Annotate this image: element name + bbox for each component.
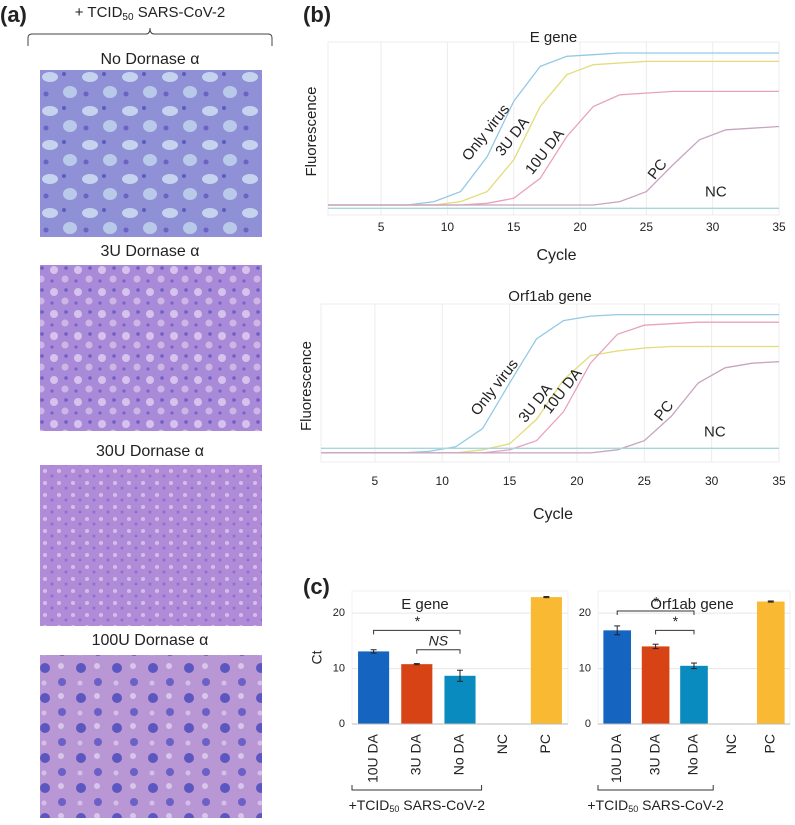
x-tick-label: 10U DA	[364, 733, 380, 783]
curve-label: NC	[704, 423, 726, 440]
panel-label: (c)	[303, 574, 330, 599]
image-caption: 100U Dornase α	[92, 632, 209, 649]
x-tick-label: 3U DA	[646, 733, 662, 775]
image-caption: 30U Dornase α	[96, 443, 204, 460]
x-tick-label: 35	[772, 474, 786, 488]
x-tick-label: No DA	[451, 733, 467, 775]
y-axis-label: Ct	[309, 650, 325, 664]
x-tick-label: 25	[638, 474, 652, 488]
significance-bracket	[416, 649, 461, 654]
bar	[756, 601, 785, 724]
panel-a-header: + TCID50 SARS-CoV-2	[75, 4, 225, 23]
image-caption: 3U Dornase α	[100, 243, 199, 260]
x-tick-label: 5	[378, 220, 385, 234]
x-tick-label: 10	[436, 474, 450, 488]
x-tick-label: No DA	[685, 733, 701, 775]
micrograph	[40, 465, 262, 626]
x-tick-label: PC	[762, 734, 778, 753]
x-axis-label: Cycle	[533, 506, 573, 523]
significance-label: *	[414, 613, 420, 629]
fluorescence-curve	[328, 125, 780, 206]
error-bar	[413, 663, 420, 666]
header-bracket	[27, 27, 273, 46]
y-tick-label: 20	[333, 607, 345, 619]
group-bracket	[597, 785, 714, 791]
curve-label: PC	[645, 156, 671, 183]
x-tick-label: 10	[441, 220, 455, 234]
bar	[358, 651, 390, 724]
y-tick-label: 20	[579, 607, 591, 619]
x-tick-label: 5	[372, 474, 379, 488]
x-tick-label: 3U DA	[408, 733, 424, 775]
group-label-text: SARS-CoV-2	[638, 797, 724, 813]
chart-title: E gene	[530, 29, 578, 46]
curve-label: Only virus	[467, 356, 521, 419]
y-tick-label: 10	[579, 662, 591, 674]
group-label-subscript: 50	[389, 804, 399, 814]
x-axis-label: Cycle	[536, 247, 576, 264]
panel-label: (a)	[0, 2, 27, 27]
x-tick-label: 25	[640, 220, 654, 234]
x-tick-label: 35	[772, 220, 786, 234]
bar	[680, 665, 708, 724]
error-bar	[457, 669, 463, 682]
panel-label: (b)	[303, 2, 331, 27]
header-text: + TCID	[75, 4, 123, 21]
y-tick-label: 0	[585, 718, 591, 730]
group-bracket	[351, 785, 483, 791]
x-tick-label: 20	[570, 474, 584, 488]
curve-label: PC	[651, 397, 677, 424]
significance-label: *	[653, 594, 659, 610]
group-label-text: +TCID	[587, 797, 628, 813]
y-axis-label: Fluorescence	[298, 341, 315, 431]
bar	[401, 664, 433, 724]
significance-label: NS	[429, 632, 449, 648]
group-label-text: +TCID	[349, 797, 390, 813]
curve-label: NC	[705, 183, 727, 200]
significance-bracket	[616, 610, 695, 615]
chart-title: Orf1ab gene	[650, 596, 733, 613]
micrograph	[40, 70, 262, 237]
error-bar	[370, 649, 377, 654]
error-bar	[614, 625, 621, 636]
bar	[530, 597, 562, 724]
x-tick-label: 15	[507, 220, 521, 234]
y-tick-label: 10	[333, 662, 345, 674]
x-tick-label: NC	[723, 734, 739, 754]
group-label-subscript: 50	[628, 804, 638, 814]
chart-title: E gene	[401, 596, 449, 613]
significance-bracket	[373, 629, 461, 635]
x-tick-label: 10U DA	[608, 733, 624, 783]
y-axis-label: Fluorescence	[303, 86, 320, 176]
x-tick-label: NC	[494, 734, 510, 754]
x-tick-label: 30	[706, 220, 720, 234]
micrograph	[40, 265, 262, 431]
error-bar	[691, 662, 697, 670]
error-bar	[767, 600, 774, 603]
micrograph	[40, 655, 262, 818]
error-bar	[543, 596, 550, 599]
y-tick-label: 0	[339, 718, 345, 730]
header-subscript: 50	[122, 12, 134, 23]
bar	[603, 630, 632, 724]
group-label-text: SARS-CoV-2	[399, 797, 485, 813]
fluorescence-curve	[321, 361, 780, 454]
significance-label: *	[672, 613, 678, 629]
error-bar	[652, 643, 659, 650]
x-tick-label: PC	[537, 734, 553, 753]
header-text: SARS-CoV-2	[134, 4, 226, 21]
image-caption: No Dornase α	[100, 51, 199, 68]
significance-bracket	[655, 629, 695, 635]
x-tick-label: 15	[503, 474, 517, 488]
chart-title: Orf1ab gene	[508, 288, 591, 305]
group-label: +TCID50 SARS-CoV-2	[349, 797, 486, 815]
group-label: +TCID50 SARS-CoV-2	[587, 797, 724, 815]
x-tick-label: 20	[573, 220, 587, 234]
bar	[444, 675, 476, 724]
x-tick-label: 30	[705, 474, 719, 488]
bar	[641, 646, 670, 724]
